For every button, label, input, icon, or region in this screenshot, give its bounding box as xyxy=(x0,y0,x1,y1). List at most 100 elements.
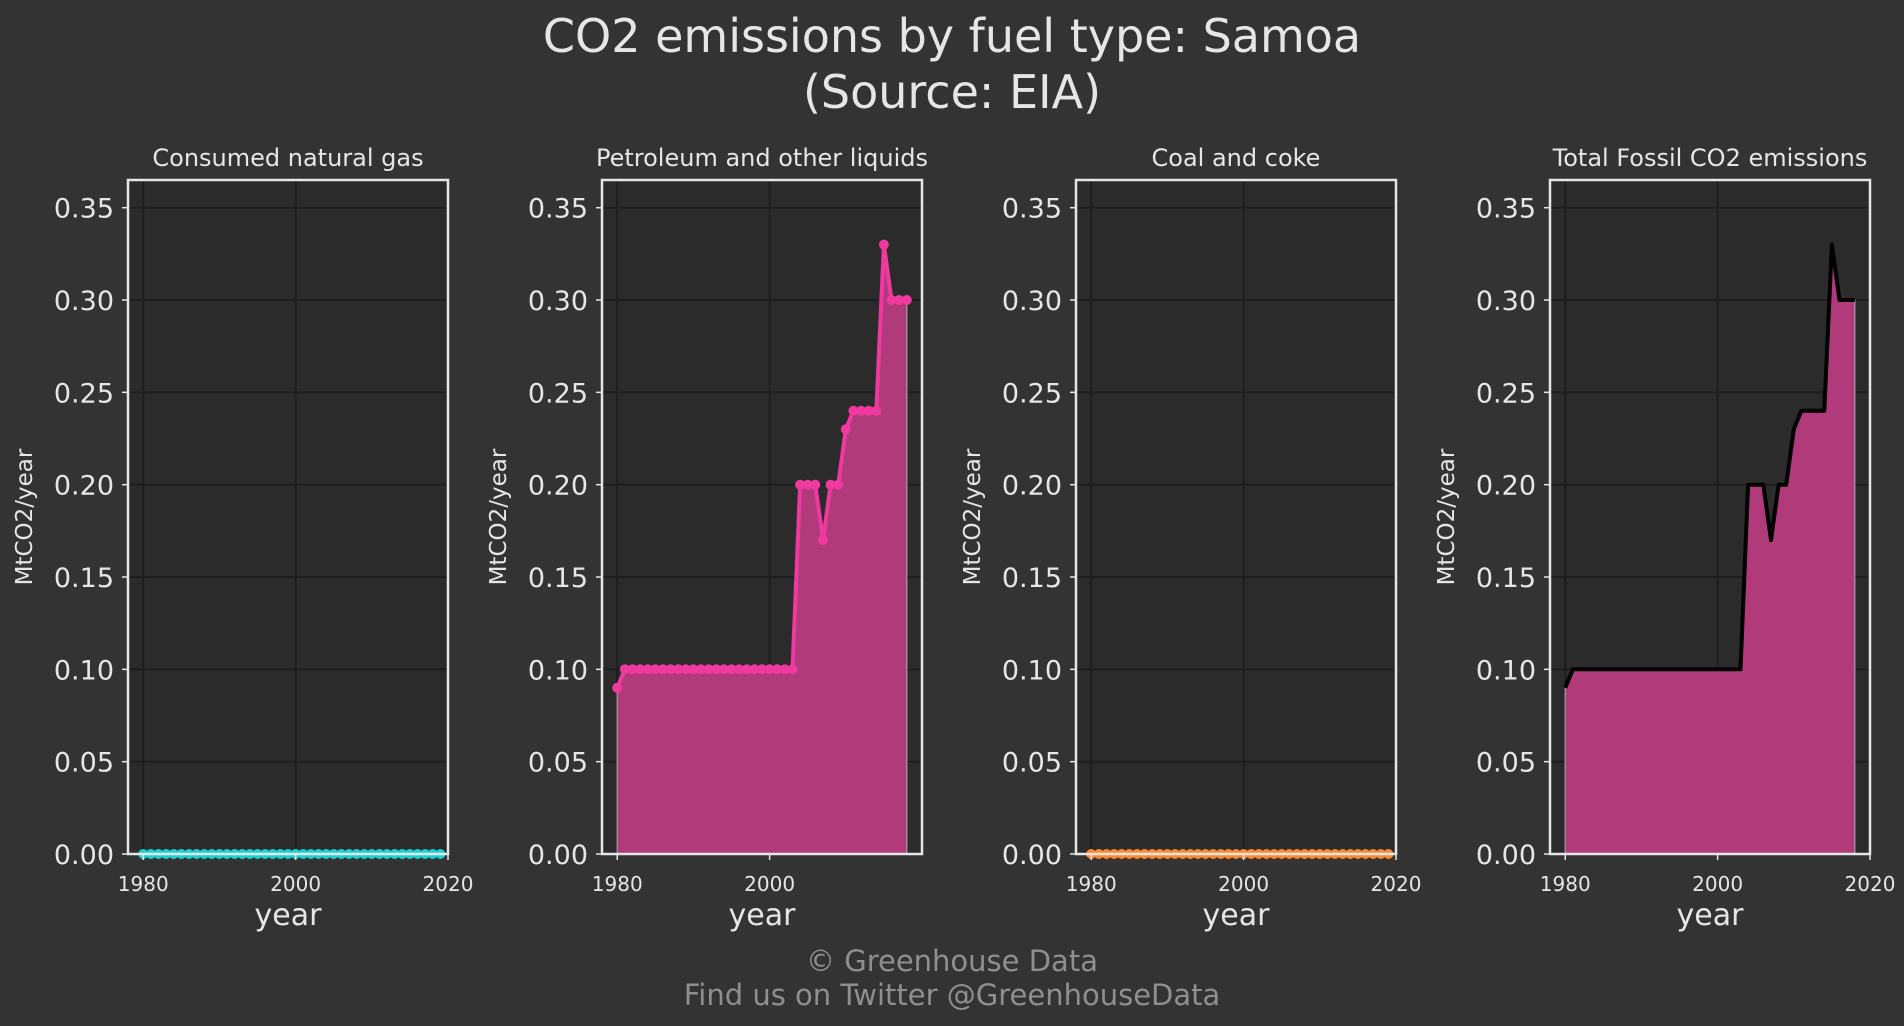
data-point xyxy=(619,664,630,675)
x-tick-label: 2020 xyxy=(1845,872,1896,896)
data-point xyxy=(711,664,722,675)
y-tick-label: 0.35 xyxy=(1002,194,1062,225)
x-tick-label: 2020 xyxy=(423,872,474,896)
x-tick-label: 1980 xyxy=(118,872,169,896)
y-tick-label: 0.20 xyxy=(1476,471,1536,502)
data-point xyxy=(650,664,661,675)
y-tick-label: 0.10 xyxy=(1002,655,1062,686)
y-tick-label: 0.30 xyxy=(1476,286,1536,317)
data-point xyxy=(673,664,684,675)
y-axis-label: MtCO2/year xyxy=(1434,448,1460,585)
y-tick-label: 0.30 xyxy=(1002,286,1062,317)
data-point xyxy=(825,479,836,490)
plot-frame xyxy=(600,178,924,856)
data-point xyxy=(901,295,912,305)
data-point xyxy=(612,682,623,693)
y-tick-label: 0.35 xyxy=(528,194,588,225)
data-point xyxy=(886,295,897,305)
y-tick-label: 0.00 xyxy=(1002,840,1062,871)
y-tick-label: 0.25 xyxy=(54,378,114,409)
x-axis-label: year xyxy=(1677,898,1745,933)
data-point xyxy=(726,664,737,675)
y-tick-label: 0.20 xyxy=(1002,471,1062,502)
chart-title: CO2 emissions by fuel type: Samoa xyxy=(543,9,1361,63)
data-point xyxy=(658,664,668,675)
x-tick-label: 2000 xyxy=(270,872,321,896)
data-point xyxy=(802,479,813,490)
data-point xyxy=(764,664,775,675)
y-tick-label: 0.15 xyxy=(1476,563,1536,594)
y-axis-label: MtCO2/year xyxy=(486,448,512,585)
y-tick-label: 0.00 xyxy=(54,840,114,871)
x-tick-label: 2000 xyxy=(1218,872,1269,896)
data-point xyxy=(818,535,828,546)
data-point xyxy=(833,479,844,490)
y-tick-label: 0.05 xyxy=(1476,748,1536,779)
panel-title: Petroleum and other liquids xyxy=(596,144,928,172)
data-point xyxy=(749,664,760,675)
x-tick-label: 2000 xyxy=(1692,872,1743,896)
panel: 0.00 0.05 0.10 0.15 0.20 0.25 0.30 0.35 1980 2000… xyxy=(960,144,1421,933)
data-point xyxy=(810,479,821,490)
y-tick-label: 0.15 xyxy=(54,563,114,594)
data-point xyxy=(665,664,676,675)
data-point xyxy=(848,405,859,416)
panels: 0.00 0.05 0.10 0.15 0.20 0.25 0.30 0.35 1980 2000… xyxy=(12,144,1895,933)
data-point xyxy=(871,405,882,416)
series-line xyxy=(1563,242,1855,689)
x-axis-label: year xyxy=(1203,898,1271,933)
data-point xyxy=(757,664,767,675)
y-tick-label: 0.05 xyxy=(1002,748,1062,779)
y-axis-label: MtCO2/year xyxy=(960,448,986,585)
chart-subtitle: (Source: EIA) xyxy=(803,65,1101,119)
data-point xyxy=(696,664,706,675)
x-tick-label: 1980 xyxy=(592,872,643,896)
data-point xyxy=(894,295,905,305)
data-point xyxy=(680,664,691,675)
y-tick-label: 0.25 xyxy=(1476,378,1536,409)
credit-line: © Greenhouse Data xyxy=(806,944,1098,978)
y-tick-label: 0.15 xyxy=(1002,563,1062,594)
data-point xyxy=(779,664,790,675)
y-tick-label: 0.30 xyxy=(54,286,114,317)
plot-frame xyxy=(1074,178,1398,856)
plot-frame xyxy=(1548,178,1872,856)
y-tick-label: 0.35 xyxy=(54,194,114,225)
y-tick-label: 0.30 xyxy=(528,286,588,317)
data-point xyxy=(856,405,866,416)
twitter-credit-line: Find us on Twitter @GreenhouseData xyxy=(684,978,1221,1012)
x-tick-label: 2000 xyxy=(744,872,795,896)
plot-area xyxy=(128,180,448,854)
panel-title: Coal and coke xyxy=(1152,144,1321,172)
data-point xyxy=(718,664,729,675)
y-tick-label: 0.20 xyxy=(54,471,114,502)
panel-title: Consumed natural gas xyxy=(152,144,423,172)
data-point xyxy=(878,239,889,250)
y-tick-label: 0.15 xyxy=(528,563,588,594)
panel: 0.00 0.05 0.10 0.15 0.20 0.25 0.30 0.35 1980 2000… xyxy=(1434,144,1895,933)
data-point xyxy=(642,664,653,675)
panel: 0.00 0.05 0.10 0.15 0.20 0.25 0.30 0.35 1980 2000… xyxy=(12,144,473,933)
y-tick-label: 0.10 xyxy=(528,655,588,686)
x-tick-label: 2020 xyxy=(1371,872,1422,896)
data-point xyxy=(795,479,806,490)
y-axis-label: MtCO2/year xyxy=(12,448,38,585)
data-point xyxy=(863,405,874,416)
y-tick-label: 0.20 xyxy=(528,471,588,502)
x-axis-label: year xyxy=(255,898,323,933)
x-tick-label: 1980 xyxy=(1540,872,1591,896)
y-tick-label: 0.05 xyxy=(54,748,114,779)
y-tick-label: 0.25 xyxy=(528,378,588,409)
data-point xyxy=(840,424,851,435)
data-point xyxy=(688,664,699,675)
data-point xyxy=(635,664,646,675)
y-tick-label: 0.10 xyxy=(54,655,114,686)
plot-frame xyxy=(126,178,450,856)
x-tick-label: 1980 xyxy=(1066,872,1117,896)
plot-area xyxy=(1076,180,1396,854)
data-point xyxy=(627,664,638,675)
y-tick-label: 0.05 xyxy=(528,748,588,779)
y-tick-label: 0.00 xyxy=(1476,840,1536,871)
data-point xyxy=(772,664,783,675)
